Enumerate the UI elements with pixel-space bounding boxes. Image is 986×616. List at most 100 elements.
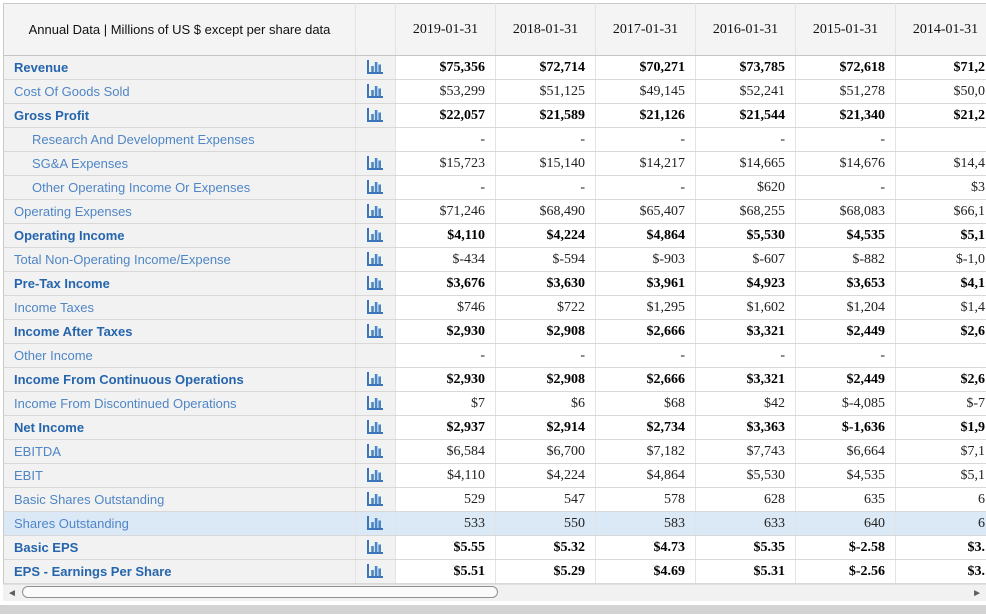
row-label-link[interactable]: EPS - Earnings Per Share (14, 563, 172, 579)
bar-chart-icon[interactable] (367, 515, 384, 530)
value-cell: $5,1 (895, 463, 986, 488)
value-cell: 529 (395, 487, 496, 512)
row-label-link[interactable]: Revenue (14, 59, 69, 75)
bar-chart-icon[interactable] (367, 467, 384, 482)
table-row: Other Operating Income Or Expenses - - -… (3, 175, 986, 200)
row-label-link[interactable]: Research And Development Expenses (32, 131, 255, 147)
bar-chart-icon[interactable] (367, 323, 384, 338)
value-cell: $2,6 (895, 319, 986, 344)
bar-chart-icon[interactable] (367, 563, 384, 578)
value-cell: $2,908 (495, 367, 596, 392)
row-label-link[interactable]: Income From Continuous Operations (14, 371, 244, 387)
value-cell: $14,217 (595, 151, 696, 176)
bar-chart-icon[interactable] (367, 203, 384, 218)
bar-chart-icon[interactable] (367, 179, 384, 194)
row-label-link[interactable]: Other Operating Income Or Expenses (32, 179, 251, 195)
value-cell: 578 (595, 487, 696, 512)
table-title: Annual Data | Millions of US $ except pe… (3, 3, 356, 56)
value-cell: $21,340 (795, 103, 896, 128)
bar-chart-icon[interactable] (367, 539, 384, 554)
value-cell: 6 (895, 511, 986, 536)
value-cell: - (495, 127, 596, 152)
value-cell: $21,126 (595, 103, 696, 128)
value-cell: $4,864 (595, 223, 696, 248)
value-cell: $68,083 (795, 199, 896, 224)
row-label-link[interactable]: Operating Expenses (14, 203, 132, 219)
value-cell: $50,0 (895, 79, 986, 104)
bar-chart-icon[interactable] (367, 491, 384, 506)
table-row: EBITDA $6,584 $6,700 $7,182 $7,743 $6,66… (3, 439, 986, 464)
value-cell: $5,1 (895, 223, 986, 248)
value-cell: $6,700 (495, 439, 596, 464)
value-cell: $2,914 (495, 415, 596, 440)
row-label-link[interactable]: EBIT (14, 467, 43, 483)
bar-chart-icon[interactable] (367, 155, 384, 170)
value-cell: $68,255 (695, 199, 796, 224)
row-label-link[interactable]: Shares Outstanding (14, 515, 129, 531)
row-label-link[interactable]: Cost Of Goods Sold (14, 83, 130, 99)
value-cell: $2,937 (395, 415, 496, 440)
value-cell: $72,618 (795, 55, 896, 80)
value-cell: $49,145 (595, 79, 696, 104)
bar-chart-icon[interactable] (367, 227, 384, 242)
row-label-link[interactable]: SG&A Expenses (32, 155, 129, 171)
value-cell: $5,530 (695, 463, 796, 488)
row-label-link[interactable]: Total Non-Operating Income/Expense (14, 251, 231, 267)
value-cell: $52,241 (695, 79, 796, 104)
row-label-link[interactable]: Income From Discontinued Operations (14, 395, 237, 411)
value-cell: $65,407 (595, 199, 696, 224)
table-row: Revenue $75,356 $72,714 $70,271 $73,785 … (3, 55, 986, 80)
value-cell: $7,182 (595, 439, 696, 464)
value-cell: $4,224 (495, 223, 596, 248)
value-cell (895, 343, 986, 368)
scroll-left-arrow-icon[interactable]: ◄ (7, 588, 17, 599)
value-cell: $1,295 (595, 295, 696, 320)
bar-chart-icon[interactable] (367, 59, 384, 74)
row-label-link[interactable]: Basic EPS (14, 539, 79, 555)
bar-chart-icon[interactable] (367, 395, 384, 410)
row-label-link[interactable]: Gross Profit (14, 107, 90, 123)
bar-chart-icon[interactable] (367, 83, 384, 98)
value-cell: $-903 (595, 247, 696, 272)
row-label-link[interactable]: EBITDA (14, 443, 61, 459)
bar-chart-icon[interactable] (367, 419, 384, 434)
value-cell: $-2.58 (795, 535, 896, 560)
table-row: Operating Income $4,110 $4,224 $4,864 $5… (3, 223, 986, 248)
value-cell: $4,110 (395, 223, 496, 248)
table-row: EBIT $4,110 $4,224 $4,864 $5,530 $4,535 … (3, 463, 986, 488)
value-cell: $75,356 (395, 55, 496, 80)
scrollbar-thumb[interactable] (22, 586, 498, 598)
row-label-link[interactable]: Net Income (14, 419, 85, 435)
value-cell: $-4,085 (795, 391, 896, 416)
table-row: Income From Discontinued Operations $7 $… (3, 391, 986, 416)
bar-chart-icon[interactable] (367, 251, 384, 266)
value-cell: $2,734 (595, 415, 696, 440)
bar-chart-icon[interactable] (367, 275, 384, 290)
scroll-right-arrow-icon[interactable]: ► (972, 588, 982, 599)
page-horizontal-scrollbar[interactable] (0, 605, 986, 614)
bar-chart-icon[interactable] (367, 443, 384, 458)
row-label-link[interactable]: Other Income (14, 347, 93, 363)
value-cell: - (695, 343, 796, 368)
income-statement-table: Annual Data | Millions of US $ except pe… (3, 3, 986, 584)
value-cell: $51,278 (795, 79, 896, 104)
table-row: Pre-Tax Income $3,676 $3,630 $3,961 $4,9… (3, 271, 986, 296)
value-cell: - (395, 127, 496, 152)
value-cell: $15,140 (495, 151, 596, 176)
bar-chart-icon[interactable] (367, 107, 384, 122)
row-label-link[interactable]: Income Taxes (14, 299, 94, 315)
value-cell: $42 (695, 391, 796, 416)
value-cell: $-434 (395, 247, 496, 272)
row-label-link[interactable]: Pre-Tax Income (14, 275, 110, 291)
value-cell: $4,1 (895, 271, 986, 296)
row-label-link[interactable]: Basic Shares Outstanding (14, 491, 165, 507)
row-label-link[interactable]: Income After Taxes (14, 323, 133, 339)
value-cell: $66,1 (895, 199, 986, 224)
bar-chart-icon[interactable] (367, 371, 384, 386)
value-cell: $4,110 (395, 463, 496, 488)
row-label-link[interactable]: Operating Income (14, 227, 125, 243)
bar-chart-icon[interactable] (367, 299, 384, 314)
horizontal-scrollbar[interactable]: ◄ ► (3, 584, 986, 601)
value-cell: $2,449 (795, 319, 896, 344)
value-cell: $6 (495, 391, 596, 416)
